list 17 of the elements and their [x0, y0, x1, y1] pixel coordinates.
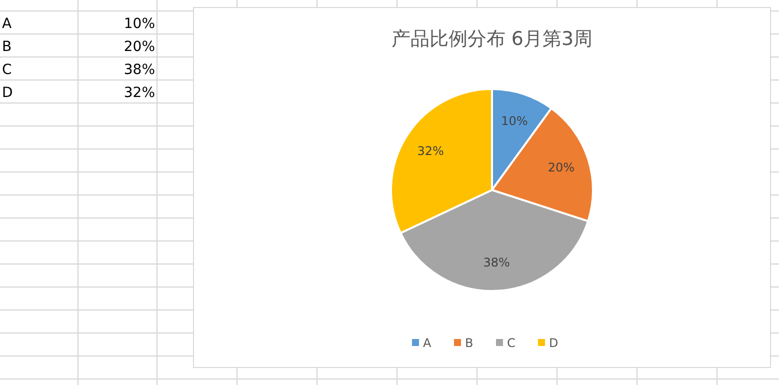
data-label: 32%	[417, 144, 444, 158]
legend-label: C	[507, 336, 516, 350]
text: 38%	[124, 62, 155, 78]
data-label: 20%	[548, 160, 574, 175]
text: 10%	[124, 16, 155, 32]
chart-title: 产品比例分布 6月第3周	[391, 28, 593, 50]
legend-label: A	[423, 336, 432, 350]
category-label: D	[2, 85, 13, 101]
legend-label: D	[549, 336, 558, 350]
category-label: A	[2, 16, 12, 32]
text: 20%	[124, 39, 155, 55]
category-label: C	[2, 62, 12, 78]
data-label: 10%	[501, 114, 528, 128]
category-label: B	[2, 39, 12, 55]
legend-label: B	[465, 336, 474, 350]
data-label: 38%	[483, 256, 510, 270]
text: 32%	[124, 85, 155, 101]
